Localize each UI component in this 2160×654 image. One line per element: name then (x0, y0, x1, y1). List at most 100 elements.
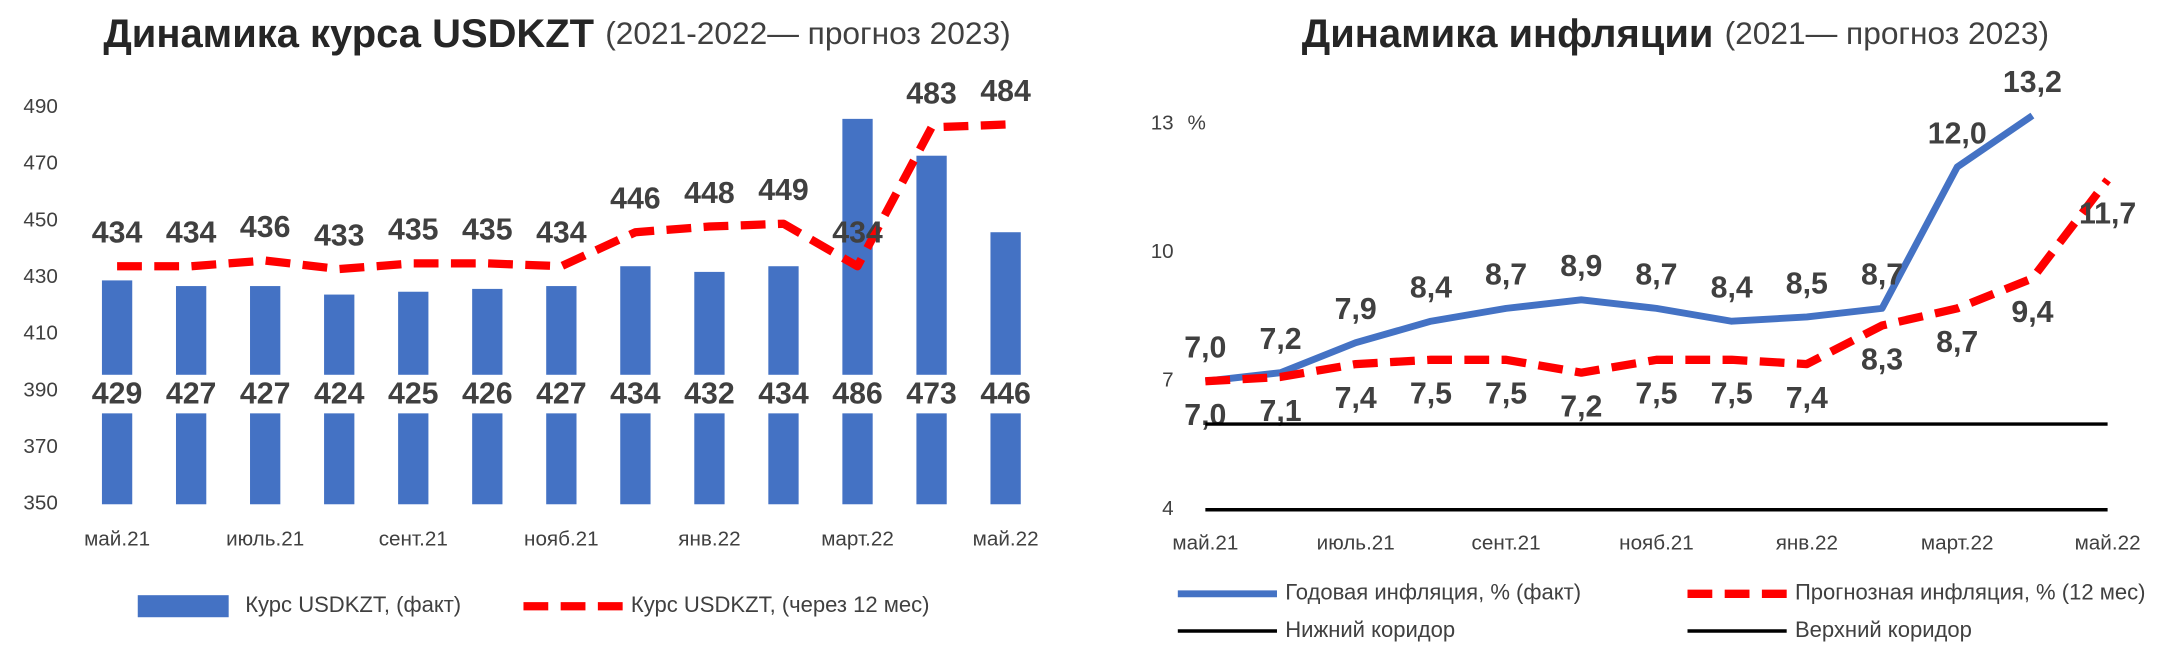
label-bg (824, 374, 891, 414)
data-label: 446 (610, 183, 661, 216)
data-label: 7,5 (1410, 378, 1452, 411)
legend-label: Прогнозная инфляция, % (12 мес) (1795, 580, 2146, 605)
bar (916, 155, 947, 505)
series-line (1205, 177, 2111, 386)
data-label: 427 (166, 377, 217, 410)
x-tick-label: сент.21 (379, 528, 448, 551)
x-tick-label: май.21 (1172, 532, 1238, 555)
data-label: 446 (980, 377, 1031, 410)
data-label: 7,2 (1259, 323, 1301, 356)
x-tick-label: май.22 (2075, 532, 2141, 555)
data-label: 435 (388, 214, 439, 247)
data-label: 486 (832, 377, 883, 410)
y-tick-label: 390 (23, 378, 57, 401)
data-label: 7,0 (1184, 399, 1226, 432)
y-tick-label: 350 (23, 492, 57, 515)
x-tick-label: май.22 (973, 528, 1039, 551)
data-label: 434 (536, 217, 587, 250)
data-label: 8,4 (1711, 272, 1753, 305)
data-label: 433 (314, 219, 365, 252)
y-tick-label: 10 (1151, 240, 1174, 263)
data-label: 429 (92, 377, 143, 410)
x-tick-label: март.22 (821, 528, 894, 551)
data-label: 426 (462, 377, 513, 410)
legend-label: Курс USDKZT, (через 12 мес) (631, 592, 930, 617)
legend-label: Годовая инфляция, % (факт) (1285, 580, 1581, 605)
data-label: 436 (240, 211, 291, 244)
x-tick-label: янв.22 (1776, 532, 1838, 555)
label-bg (306, 374, 373, 414)
label-bg (972, 374, 1039, 414)
x-tick-label: янв.22 (678, 528, 740, 551)
data-label: 8,5 (1786, 267, 1828, 300)
label-bg (232, 374, 299, 414)
data-label: 425 (388, 377, 439, 410)
data-label: 12,0 (1928, 117, 1987, 150)
data-label: 7,4 (1335, 382, 1377, 415)
data-label: 7,5 (1711, 378, 1753, 411)
label-bg (602, 374, 669, 414)
data-label: 7,1 (1259, 395, 1301, 428)
bar (842, 118, 873, 505)
data-label: 424 (314, 377, 365, 410)
series-line (1204, 112, 2035, 385)
data-label: 8,7 (1485, 259, 1527, 292)
data-label: 434 (832, 217, 883, 250)
chart-title-1: Динамика курса USDKZT (2021-2022— прогно… (103, 11, 1010, 55)
x-tick-label: март.22 (1921, 532, 1994, 555)
data-label: 7,0 (1184, 332, 1226, 365)
data-label: 8,7 (1861, 259, 1903, 292)
data-label: 9,4 (2011, 296, 2053, 329)
data-label: 8,4 (1410, 272, 1452, 305)
data-label: 7,2 (1560, 390, 1602, 423)
series-line (117, 120, 1006, 274)
legend-swatch (137, 595, 229, 618)
label-bg (750, 374, 817, 414)
y-tick-label: 490 (23, 95, 57, 118)
y-tick-label: 7 (1162, 369, 1174, 392)
y-tick-label: 430 (23, 265, 57, 288)
data-label: 434 (166, 217, 217, 250)
x-tick-label: июль.21 (1317, 532, 1395, 555)
label-bg (528, 374, 595, 414)
title: Динамика инфляции (1302, 11, 1714, 55)
y-tick-label: 470 (23, 152, 57, 175)
data-label: 432 (684, 377, 735, 410)
y-axis-label: % (1187, 112, 1205, 135)
y-tick-label: 4 (1162, 497, 1174, 520)
data-label: 427 (240, 377, 291, 410)
chart-title-2: Динамика инфляции (2021— прогноз 2023) (1302, 11, 2049, 55)
subtitle: (2021— прогноз 2023) (1725, 15, 2049, 51)
legend-label: Курс USDKZT, (факт) (245, 592, 461, 617)
legend-label: Нижний коридор (1285, 617, 1455, 642)
data-label: 483 (906, 78, 957, 111)
data-label: 8,7 (1936, 326, 1978, 359)
data-label: 13,2 (2003, 66, 2062, 99)
data-label: 7,5 (1635, 378, 1677, 411)
x-tick-label: нояб.21 (524, 528, 599, 551)
y-tick-label: 370 (23, 435, 57, 458)
label-bg (158, 374, 225, 414)
y-tick-label: 450 (23, 208, 57, 231)
data-label: 484 (980, 75, 1031, 108)
x-tick-label: май.21 (84, 528, 150, 551)
label-bg (454, 374, 521, 414)
bar (990, 232, 1021, 505)
data-label: 8,3 (1861, 343, 1903, 376)
data-label: 449 (758, 174, 809, 207)
legend-label: Верхний коридор (1795, 617, 1972, 642)
data-label: 473 (906, 377, 957, 410)
data-label: 7,5 (1485, 378, 1527, 411)
data-label: 434 (92, 217, 143, 250)
data-label: 427 (536, 377, 587, 410)
y-tick-label: 410 (23, 322, 57, 345)
label-bg (898, 374, 965, 414)
subtitle: (2021-2022— прогноз 2023) (605, 15, 1011, 51)
label-bg (84, 374, 151, 414)
data-label: 8,9 (1560, 250, 1602, 283)
title: Динамика курса USDKZT (103, 11, 594, 55)
data-label: 7,4 (1786, 382, 1828, 415)
y-tick-label: 13 (1151, 112, 1174, 135)
data-label: 8,7 (1635, 259, 1677, 292)
